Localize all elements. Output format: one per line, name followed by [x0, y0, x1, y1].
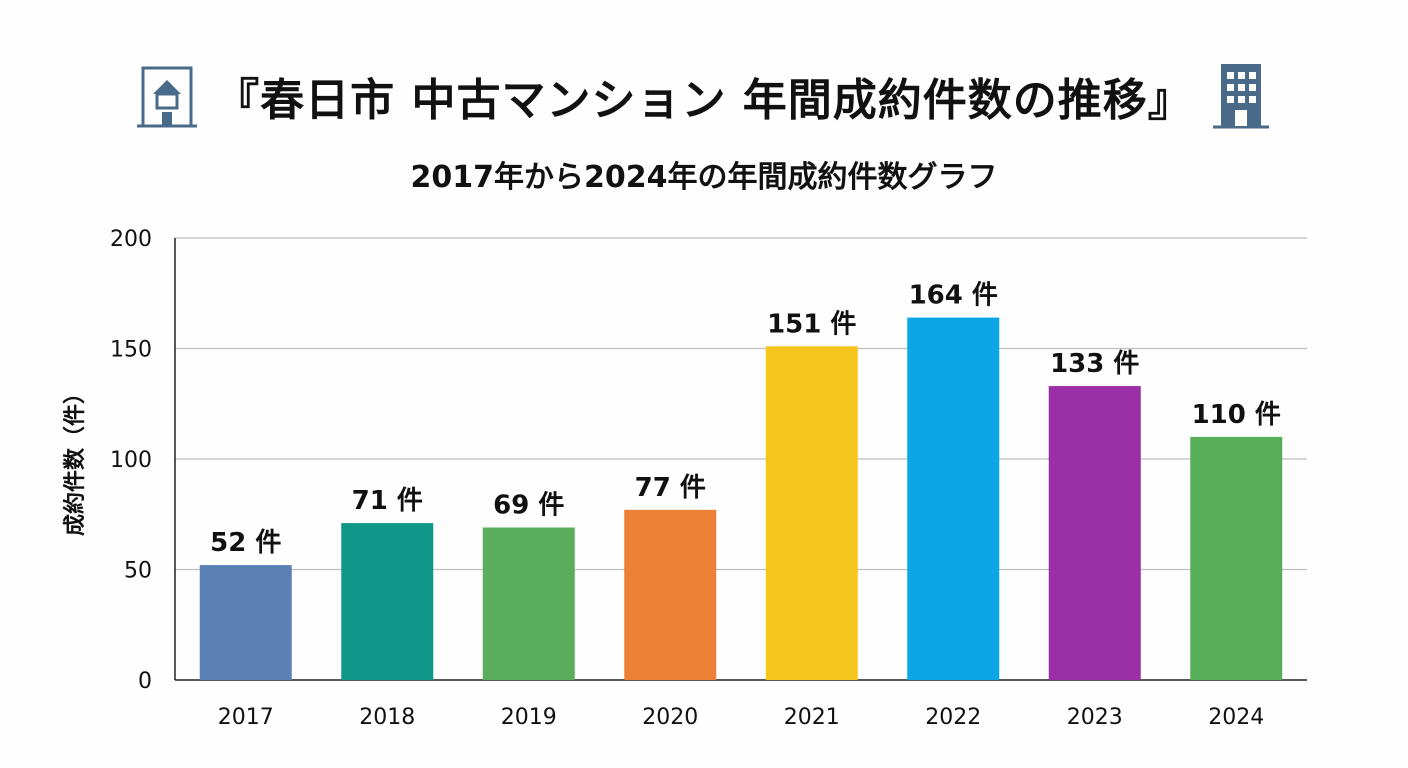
bar: [341, 523, 434, 680]
x-tick-label: 2023: [1067, 705, 1123, 730]
y-tick-label: 0: [138, 669, 152, 694]
bar: [624, 509, 717, 680]
title-row: 『春日市 中古マンション 年間成約件数の推移』: [0, 58, 1408, 134]
bar: [199, 565, 292, 680]
y-axis-title: 成約件数（件）: [62, 382, 88, 536]
x-tick-label: 2021: [784, 705, 840, 730]
y-tick-label: 50: [124, 559, 152, 584]
y-tick-label: 100: [110, 448, 152, 473]
bar: [765, 346, 858, 680]
x-tick-label: 2022: [925, 705, 981, 730]
bar: [907, 317, 1000, 680]
y-tick-label: 150: [110, 338, 152, 363]
data-label: 151 件: [767, 309, 856, 339]
x-tick-label: 2024: [1208, 705, 1264, 730]
chart-title: 『春日市 中古マンション 年間成約件数の推移』: [215, 75, 1193, 126]
bar: [482, 527, 575, 680]
chart-subtitle: 2017年から2024年の年間成約件数グラフ: [410, 160, 998, 195]
data-label: 69 件: [493, 491, 564, 521]
x-tick-label: 2019: [501, 705, 557, 730]
x-tick-label: 2017: [218, 705, 274, 730]
data-label: 77 件: [635, 473, 706, 503]
house-building-icon: [137, 60, 198, 132]
x-tick-label: 2018: [359, 705, 415, 730]
bar: [1190, 436, 1283, 680]
data-label: 164 件: [909, 281, 998, 311]
y-tick-label: 200: [110, 227, 152, 252]
office-building-icon: [1211, 60, 1271, 132]
data-label: 71 件: [352, 486, 423, 516]
data-label: 52 件: [210, 528, 281, 558]
data-label: 133 件: [1050, 349, 1139, 379]
data-label: 110 件: [1192, 400, 1281, 430]
bar: [1048, 386, 1141, 680]
x-tick-label: 2020: [642, 705, 698, 730]
